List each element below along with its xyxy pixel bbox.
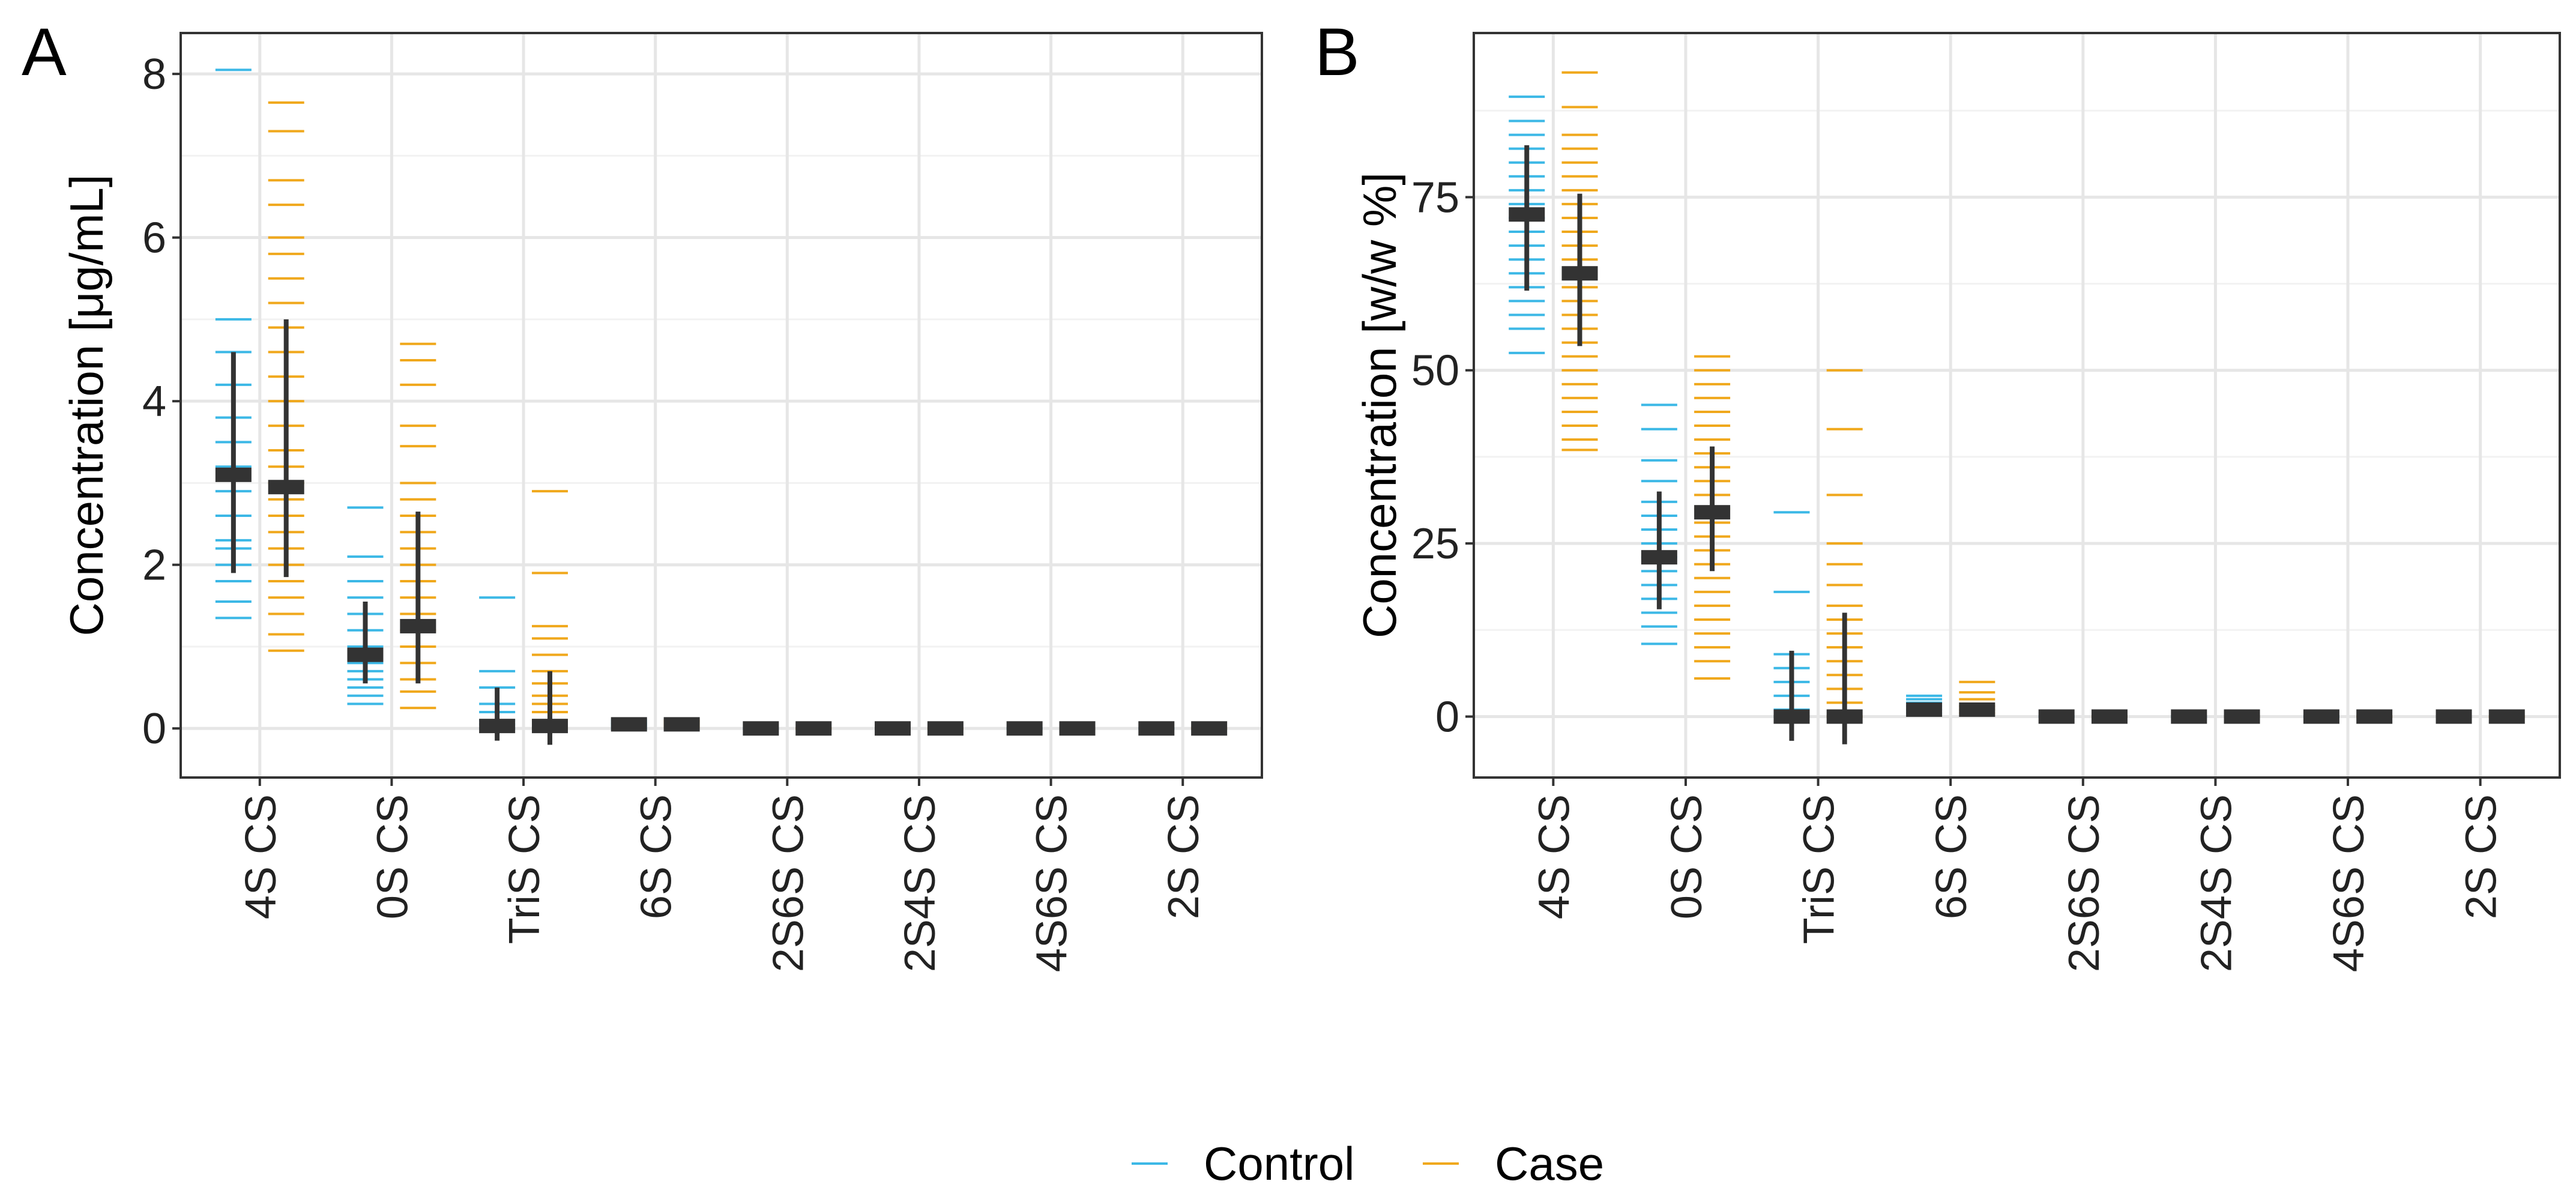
plot-border [179, 32, 1263, 779]
mean-bar [215, 467, 252, 482]
mean-bar [400, 618, 436, 633]
x-tick-label: 2S4S CS [2192, 794, 2240, 972]
y-axis-title: Concentration [μg/mL] [60, 175, 113, 636]
x-tick-label: 4S6S CS [2325, 794, 2373, 972]
mean-bar [2303, 709, 2339, 724]
panel: 0 25 50 75 4S CS 0S CS TriS CS 6S CS 2S6S CS 2S4S… [1315, 14, 2561, 972]
mean-bar [795, 721, 832, 736]
y-tick-label: 0 [1435, 693, 1459, 741]
mean-bar [531, 719, 568, 734]
mean-bar [743, 721, 779, 736]
y-tick-label: 50 [1411, 347, 1459, 395]
y-tick-label: 75 [1411, 174, 1459, 222]
legend-label: Control [1204, 1137, 1354, 1190]
x-tick-label: TriS CS [501, 794, 549, 944]
mean-bar [927, 721, 964, 736]
mean-bar [1773, 709, 1810, 724]
mean-bar [1006, 721, 1043, 736]
legend: Control Case [1132, 1137, 1604, 1190]
plot-background [181, 33, 1262, 778]
x-tick-label: 4S6S CS [1028, 794, 1076, 972]
panel-label: A [22, 14, 67, 89]
plot-border [1473, 32, 2561, 779]
mean-bar [268, 480, 304, 495]
y-tick-label: 6 [142, 214, 166, 262]
x-tick-label: 4S CS [1530, 794, 1578, 919]
mean-bar [347, 647, 384, 662]
x-tick-label: 2S CS [1160, 794, 1208, 919]
mean-bar [663, 717, 700, 732]
mean-bar [2171, 709, 2207, 724]
x-tick-label: 0S CS [1663, 794, 1711, 919]
mean-bar [2091, 709, 2128, 724]
mean-bar [1138, 721, 1175, 736]
x-tick-label: 4S CS [237, 794, 285, 919]
y-tick-label: 4 [142, 378, 166, 426]
x-tick-label: 2S6S CS [2060, 794, 2108, 972]
mean-bar [1959, 702, 1995, 717]
mean-bar [2488, 709, 2525, 724]
mean-bar [479, 719, 516, 734]
x-tick-label: TriS CS [1796, 794, 1844, 944]
panel-label: B [1315, 14, 1360, 89]
mean-bar [1641, 550, 1677, 565]
x-tick-label: 6S CS [1928, 794, 1976, 919]
mean-bar [2224, 709, 2260, 724]
mean-bar [1694, 505, 1731, 520]
mean-bar [1906, 702, 1943, 717]
mean-bar [2038, 709, 2075, 724]
x-tick-label: 2S CS [2458, 794, 2506, 919]
x-tick-label: 2S4S CS [896, 794, 944, 972]
mean-bar [1191, 721, 1228, 736]
y-tick-label: 25 [1411, 520, 1459, 568]
mean-bar [875, 721, 911, 736]
mean-bar [2436, 709, 2472, 724]
x-tick-label: 6S CS [633, 794, 681, 919]
panel: 0 2 4 6 8 4S CS 0S CS TriS CS 6S CS 2S6S CS 2S4S C… [22, 14, 1263, 972]
mean-bar [1509, 207, 1545, 222]
x-tick-label: 2S6S CS [764, 794, 812, 972]
y-axis-title: Concentration [w/w %] [1353, 172, 1406, 638]
mean-bar [2356, 709, 2393, 724]
mean-bar [1059, 721, 1096, 736]
y-tick-label: 2 [142, 542, 166, 590]
plot-background [1474, 33, 2560, 778]
legend-label: Case [1495, 1137, 1604, 1190]
y-tick-label: 8 [142, 50, 166, 98]
mean-bar [611, 717, 647, 732]
x-tick-label: 0S CS [369, 794, 417, 919]
y-tick-label: 0 [142, 705, 166, 753]
mean-bar [1826, 709, 1863, 724]
mean-bar [1561, 266, 1598, 281]
